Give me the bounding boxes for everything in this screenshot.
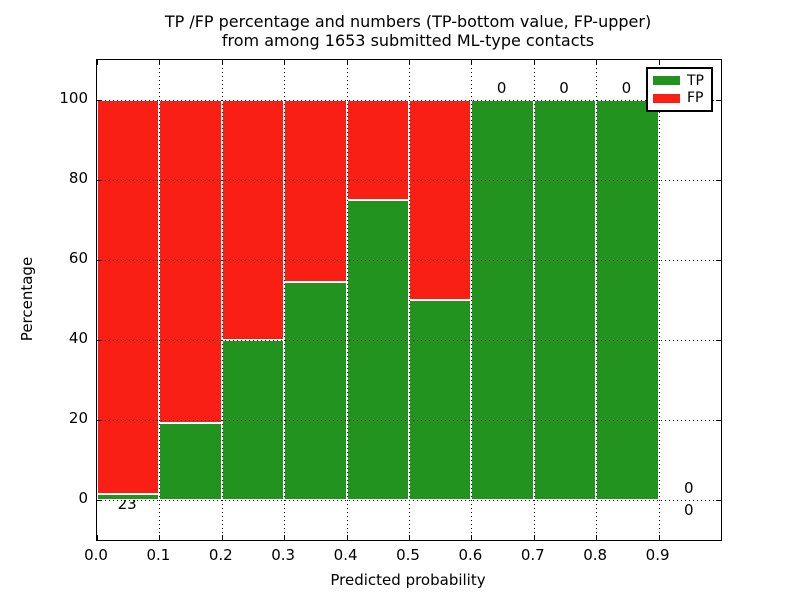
- y-tick-label: 0: [78, 489, 88, 507]
- x-tick-mark: [284, 60, 285, 65]
- x-tick-label: 0.9: [645, 546, 670, 564]
- y-axis-label: Percentage: [18, 256, 36, 342]
- y-tick-mark: [97, 260, 102, 261]
- gridline-vertical: [284, 60, 286, 540]
- x-axis-label: Predicted probability: [330, 571, 486, 589]
- x-tick-label: 0.7: [520, 546, 545, 564]
- x-tick-mark: [471, 535, 472, 540]
- x-tick-label: 0.2: [208, 546, 233, 564]
- y-tick-mark: [97, 500, 102, 501]
- x-tick-label: 0.4: [333, 546, 358, 564]
- x-tick-label: 0.3: [271, 546, 296, 564]
- fp-count-label: 0: [496, 79, 507, 97]
- x-tick-mark: [97, 535, 98, 540]
- x-tick-mark: [159, 60, 160, 65]
- y-tick-mark: [716, 340, 721, 341]
- bar-segment-tp: [284, 281, 347, 500]
- grid-layer: [97, 60, 721, 540]
- x-tick-mark: [596, 535, 597, 540]
- y-tick-mark: [716, 420, 721, 421]
- bar-segment-tp: [533, 100, 597, 500]
- y-tick-label: 20: [68, 409, 88, 427]
- chart-title-line1: TP /FP percentage and numbers (TP-bottom…: [164, 12, 652, 31]
- gridline-vertical: [346, 60, 348, 540]
- x-tick-mark: [222, 60, 223, 65]
- bar-segment-fp: [346, 100, 409, 200]
- gridline-vertical: [658, 60, 660, 540]
- plot-area: [96, 59, 722, 541]
- fp-count-label: 0: [559, 79, 569, 97]
- x-tick-mark: [159, 535, 160, 540]
- x-tick-label: 0.1: [146, 546, 171, 564]
- y-tick-label: 80: [68, 169, 88, 187]
- chart-title: TP /FP percentage and numbers (TP-bottom…: [96, 12, 720, 50]
- y-tick-mark: [716, 180, 721, 181]
- legend-item-tp: TP: [653, 74, 706, 88]
- bar-segment-fp: [284, 100, 347, 282]
- fp-count-label: 0: [684, 479, 694, 497]
- bar-segment-tp: [97, 494, 160, 500]
- bar-segment-fp: [159, 100, 222, 423]
- bars-layer: [97, 60, 721, 540]
- x-tick-mark: [409, 60, 410, 65]
- y-tick-mark: [716, 500, 721, 501]
- y-tick-label: 100: [59, 89, 88, 107]
- chart-title-line2: from among 1653 submitted ML-type contac…: [221, 31, 595, 50]
- x-tick-mark: [222, 535, 223, 540]
- x-tick-mark: [659, 535, 660, 540]
- legend-item-fp: FP: [653, 91, 706, 105]
- tp-count-label: 0: [684, 501, 694, 519]
- y-tick-label: 60: [68, 249, 88, 267]
- x-tick-mark: [97, 60, 98, 65]
- x-tick-mark: [409, 535, 410, 540]
- x-tick-mark: [596, 60, 597, 65]
- y-tick-mark: [716, 100, 721, 101]
- gridline-vertical: [221, 60, 223, 540]
- fp-count-label: 0: [621, 79, 632, 97]
- y-tick-mark: [97, 100, 102, 101]
- x-tick-mark: [471, 60, 472, 65]
- x-tick-mark: [347, 535, 348, 540]
- bar-segment-fp: [409, 100, 472, 300]
- x-tick-mark: [534, 60, 535, 65]
- x-tick-label: 0.0: [84, 546, 108, 564]
- y-tick-mark: [97, 420, 102, 421]
- x-tick-mark: [534, 535, 535, 540]
- fp-swatch-icon: [653, 93, 680, 103]
- y-tick-mark: [97, 340, 102, 341]
- tp-swatch-icon: [653, 76, 680, 86]
- y-tick-mark: [97, 180, 102, 181]
- x-tick-mark: [284, 535, 285, 540]
- gridline-vertical: [533, 60, 535, 540]
- gridline-vertical: [159, 60, 161, 540]
- legend-label-tp: TP: [687, 72, 704, 89]
- x-tick-label: 0.6: [458, 546, 483, 564]
- x-tick-mark: [347, 60, 348, 65]
- ticks-layer: [97, 60, 721, 540]
- y-tick-mark: [716, 260, 721, 261]
- gridline-vertical: [596, 60, 598, 540]
- bar-segment-tp: [346, 200, 409, 500]
- y-tick-label: 40: [68, 329, 88, 347]
- bar-segment-tp: [596, 100, 659, 500]
- legend: TP FP: [646, 67, 713, 112]
- legend-label-fp: FP: [687, 90, 704, 107]
- x-tick-label: 0.8: [583, 546, 608, 564]
- gridline-vertical: [471, 60, 473, 540]
- x-tick-label: 0.5: [396, 546, 420, 564]
- gridline-vertical: [409, 60, 410, 540]
- bar-segment-fp: [97, 100, 160, 495]
- x-tick-mark: [659, 60, 660, 65]
